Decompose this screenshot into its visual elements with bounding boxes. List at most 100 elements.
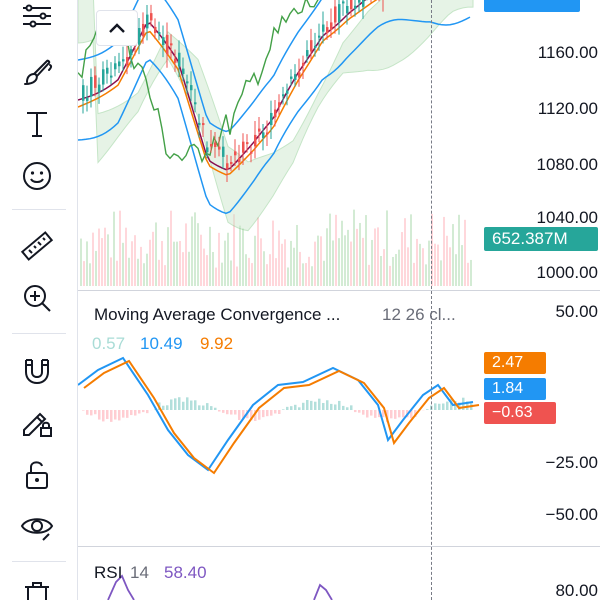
volume-bar — [227, 232, 229, 286]
candle-body — [182, 68, 185, 74]
macd-histogram-bar — [110, 410, 113, 422]
macd-histogram-bar — [438, 403, 441, 410]
volume-bar — [374, 228, 376, 286]
macd-histogram-bar — [370, 410, 373, 416]
macd-histogram-bar — [402, 410, 405, 418]
volume-bar — [311, 266, 313, 286]
volume-bar — [413, 262, 415, 286]
volume-bar — [284, 239, 286, 286]
pane-separator[interactable] — [78, 290, 600, 291]
macd-axis-label: −50.00 — [545, 505, 598, 524]
volume-bar — [206, 255, 208, 286]
trend-line-icon[interactable] — [17, 0, 57, 40]
volume-bar — [80, 238, 82, 286]
volume-bar — [425, 264, 427, 286]
macd-histogram-bar — [326, 400, 329, 410]
volume-bar — [209, 226, 211, 286]
price-axis-label: 1040.00 — [536, 208, 598, 227]
lock-drawing-icon[interactable] — [17, 402, 57, 442]
volume-bar — [332, 240, 334, 286]
volume-bar — [224, 240, 226, 286]
candle-body — [250, 151, 253, 154]
candle-body — [210, 144, 213, 147]
chart-canvas[interactable] — [77, 0, 600, 600]
volume-bar — [446, 235, 448, 286]
volume-bar — [422, 248, 424, 286]
candle-body — [310, 40, 313, 52]
macd-title[interactable]: Moving Average Convergence ... — [94, 305, 341, 324]
macd-params[interactable]: 12 26 cl... — [382, 305, 456, 324]
current-price-badge — [484, 0, 580, 12]
volume-bar — [449, 247, 451, 286]
macd-histogram-bar — [166, 405, 169, 410]
volume-bar — [254, 235, 256, 286]
volume-bar — [416, 238, 418, 286]
macd-histogram-bar — [266, 410, 269, 417]
volume-bar — [197, 223, 199, 286]
candle-body — [282, 94, 285, 97]
candle-body — [262, 132, 265, 138]
macd-histogram-bar — [346, 407, 349, 410]
rsi-title[interactable]: RSI — [94, 563, 123, 582]
volume-bar — [122, 242, 124, 286]
trash-icon[interactable] — [17, 576, 57, 600]
volume-bar — [365, 215, 367, 286]
brush-icon[interactable] — [17, 52, 57, 92]
volume-bar — [278, 230, 280, 286]
volume-bar — [350, 241, 352, 286]
macd-histogram-bar — [90, 410, 93, 416]
zoom-in-icon[interactable] — [17, 278, 57, 318]
unlock-icon[interactable] — [17, 454, 57, 494]
macd-histogram-bar — [250, 410, 253, 421]
volume-bar — [245, 254, 247, 286]
volume-bar — [359, 222, 361, 286]
volume-bar — [434, 243, 436, 286]
macd-histogram-bar — [374, 410, 377, 418]
candle-body — [358, 0, 361, 3]
ichimoku-cloud — [77, 0, 474, 232]
rsi-param[interactable]: 14 — [130, 563, 149, 582]
macd-histogram-bar — [98, 410, 101, 420]
ruler-icon[interactable] — [17, 226, 57, 266]
volume-bar — [98, 228, 100, 286]
text-icon[interactable] — [17, 104, 57, 144]
macd-histogram-bar — [394, 410, 397, 419]
macd-histogram-bar — [106, 410, 109, 419]
candle-body — [202, 123, 205, 126]
macd-histogram-bar — [198, 405, 201, 410]
volume-bar — [221, 262, 223, 286]
candle-body — [294, 74, 297, 80]
volume-bar — [158, 259, 160, 286]
macd-histogram-bar — [242, 410, 245, 420]
emoji-icon[interactable] — [17, 156, 57, 196]
volume-bar — [113, 211, 115, 286]
volume-bar — [440, 260, 442, 286]
volume-bar — [467, 262, 469, 286]
candle-body — [322, 24, 325, 32]
volume-bar — [383, 249, 385, 286]
macd-histogram-bar — [134, 410, 137, 416]
macd-histogram-bar — [322, 402, 325, 410]
candle-body — [154, 26, 157, 33]
volume-bar — [305, 263, 307, 286]
pane-separator[interactable] — [78, 546, 600, 547]
chart-area[interactable]: 1160.00 1120.00 1080.00 1040.00 1000.00 … — [77, 0, 600, 600]
eye-icon[interactable] — [17, 506, 57, 546]
volume-bar — [143, 263, 145, 286]
volume-bar — [362, 237, 364, 286]
candle-body — [178, 52, 181, 67]
volume-bar — [329, 213, 331, 286]
candle-body — [142, 23, 145, 37]
candle-body — [118, 61, 121, 67]
collapse-legend-button[interactable] — [96, 10, 138, 46]
volume-bar — [395, 254, 397, 286]
volume-bar — [152, 231, 154, 286]
candle-body — [122, 59, 125, 62]
candle-body — [126, 57, 129, 66]
candle-body — [98, 84, 101, 93]
volume-bar — [236, 266, 238, 286]
macd-histogram-bar — [390, 410, 393, 419]
toolbar-divider — [12, 333, 66, 334]
macd-histogram-bar — [294, 404, 297, 410]
magnet-icon[interactable] — [17, 350, 57, 390]
